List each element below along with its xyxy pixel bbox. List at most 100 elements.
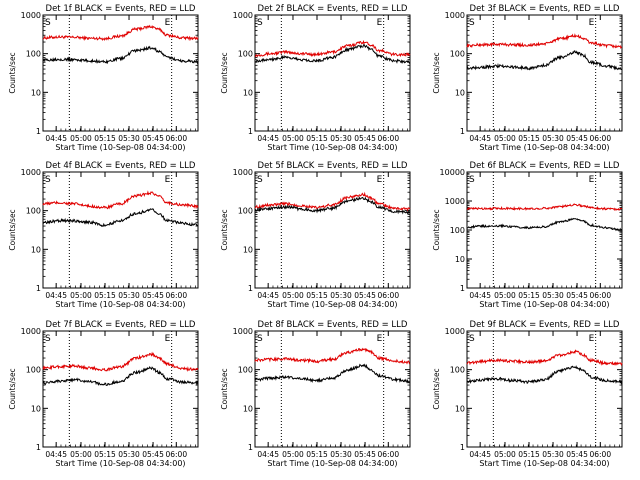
panel-title: Det 3f BLACK = Events, RED = LLD: [470, 4, 620, 14]
x-tick-label: 05:45: [566, 134, 588, 143]
plot-frame: [42, 330, 199, 448]
x-tick-label: 06:00: [165, 291, 187, 300]
x-tick-label: 05:30: [330, 450, 352, 459]
y-tick-label: 1000: [233, 327, 253, 336]
lld-series-line: [466, 349, 623, 367]
plot-frame: [466, 14, 623, 132]
y-tick-label: 1: [248, 284, 253, 293]
end-marker-label: E: [165, 175, 171, 185]
end-marker-label: E: [589, 18, 595, 28]
x-axis-label: Start Time (10-Sep-08 04:34:00): [55, 459, 185, 468]
x-tick-label: 04:45: [257, 291, 279, 300]
x-tick-label: 05:30: [118, 134, 140, 143]
x-tick-label: 04:45: [469, 450, 491, 459]
plot-frame: [42, 14, 199, 132]
lld-series-line: [42, 24, 199, 42]
x-tick-label: 05:00: [282, 291, 304, 300]
x-tick-label: 05:00: [70, 450, 92, 459]
start-marker-label: S: [257, 175, 263, 185]
panel-det-2: Det 2f BLACK = Events, RED = LLD 1 10 100 10…: [220, 4, 411, 152]
x-tick-label: 05:15: [518, 134, 540, 143]
x-tick-label: 05:45: [142, 450, 164, 459]
events-series-line: [254, 43, 411, 64]
panel-det-8: Det 8f BLACK = Events, RED = LLD 1 10 100 10…: [220, 320, 411, 468]
y-tick-label: 10: [455, 255, 465, 264]
y-tick-label: 100: [450, 366, 465, 375]
x-tick-label: 05:30: [542, 450, 564, 459]
panel-title: Det 6f BLACK = Events, RED = LLD: [470, 161, 620, 171]
y-axis-label: Counts/sec: [220, 368, 229, 409]
panel-det-5: Det 5f BLACK = Events, RED = LLD 1 10 100 10…: [220, 161, 411, 309]
x-tick-label: 04:45: [257, 450, 279, 459]
y-tick-label: 100: [26, 366, 41, 375]
x-axis-label: Start Time (10-Sep-08 04:34:00): [55, 143, 185, 152]
x-tick-label: 05:45: [354, 134, 376, 143]
y-tick-label: 1: [36, 284, 41, 293]
panel-det-7: Det 7f BLACK = Events, RED = LLD 1 10 100 10…: [8, 320, 199, 468]
lld-series-line: [42, 190, 199, 210]
x-tick-label: 06:00: [377, 134, 399, 143]
y-tick-label: 10: [455, 404, 465, 413]
plot-frame: [254, 171, 411, 289]
events-series-line: [466, 217, 623, 232]
events-series-line: [254, 196, 411, 215]
y-tick-label: 1: [248, 443, 253, 452]
events-series-line: [466, 50, 623, 71]
x-tick-label: 05:30: [542, 134, 564, 143]
x-tick-label: 05:15: [518, 450, 540, 459]
panel-det-6: Det 6f BLACK = Events, RED = LLD 1 10 100 10…: [432, 161, 623, 309]
x-tick-label: 05:15: [94, 291, 116, 300]
y-tick-label: 1: [36, 127, 41, 136]
y-tick-label: 1000: [445, 11, 465, 20]
y-tick-label: 1: [36, 443, 41, 452]
panel-det-4: Det 4f BLACK = Events, RED = LLD 1 10 100 10…: [8, 161, 199, 309]
y-tick-label: 10: [31, 88, 41, 97]
x-tick-label: 06:00: [377, 291, 399, 300]
y-tick-label: 1000: [445, 327, 465, 336]
panel-title: Det 7f BLACK = Events, RED = LLD: [46, 320, 196, 330]
y-axis-label: Counts/sec: [8, 209, 17, 250]
end-marker-label: E: [589, 175, 595, 185]
x-tick-label: 05:45: [354, 291, 376, 300]
x-tick-label: 05:30: [118, 291, 140, 300]
end-marker-label: E: [165, 334, 171, 344]
x-tick-label: 05:15: [306, 134, 328, 143]
lld-series-line: [42, 351, 199, 372]
y-tick-label: 1: [460, 127, 465, 136]
y-tick-label: 1: [460, 443, 465, 452]
y-tick-label: 1000: [21, 327, 41, 336]
start-marker-label: S: [45, 175, 51, 185]
panel-det-1: Det 1f BLACK = Events, RED = LLD 1 10 100 10…: [8, 4, 199, 152]
panel-title: Det 8f BLACK = Events, RED = LLD: [258, 320, 408, 330]
x-tick-label: 06:00: [377, 450, 399, 459]
x-tick-label: 05:15: [306, 450, 328, 459]
x-tick-label: 04:45: [45, 450, 67, 459]
x-tick-label: 06:00: [589, 134, 611, 143]
y-tick-label: 10: [243, 88, 253, 97]
y-tick-label: 100: [26, 50, 41, 59]
y-tick-label: 1000: [21, 11, 41, 20]
start-marker-label: S: [45, 18, 51, 28]
x-tick-label: 05:45: [142, 291, 164, 300]
plot-frame: [254, 330, 411, 448]
lld-series-line: [254, 39, 411, 58]
x-tick-label: 06:00: [589, 291, 611, 300]
x-axis-label: Start Time (10-Sep-08 04:34:00): [479, 459, 609, 468]
x-tick-label: 05:45: [142, 134, 164, 143]
y-tick-label: 100: [238, 50, 253, 59]
x-tick-label: 05:15: [306, 291, 328, 300]
lld-series-line: [254, 347, 411, 365]
y-tick-label: 10: [243, 404, 253, 413]
y-tick-label: 100: [450, 226, 465, 235]
x-tick-label: 05:00: [282, 134, 304, 143]
panel-det-9: Det 9f BLACK = Events, RED = LLD 1 10 100 10…: [432, 320, 623, 468]
end-marker-label: E: [165, 18, 171, 28]
y-axis-label: Counts/sec: [8, 368, 17, 409]
x-tick-label: 05:15: [518, 291, 540, 300]
end-marker-label: E: [377, 334, 383, 344]
x-tick-label: 05:30: [330, 134, 352, 143]
y-axis-label: Counts/sec: [220, 209, 229, 250]
x-tick-label: 05:30: [542, 291, 564, 300]
lld-series-line: [466, 33, 623, 49]
x-tick-label: 04:45: [45, 291, 67, 300]
